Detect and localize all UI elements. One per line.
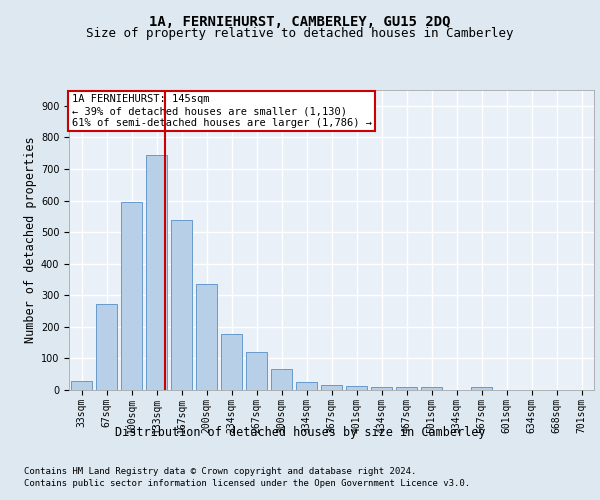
Bar [221, 334, 242, 390]
Bar [296, 382, 317, 390]
Bar [371, 387, 392, 390]
Text: Size of property relative to detached houses in Camberley: Size of property relative to detached ho… [86, 28, 514, 40]
Bar [396, 387, 417, 390]
Y-axis label: Number of detached properties: Number of detached properties [23, 136, 37, 344]
Bar [171, 220, 192, 390]
Bar [421, 387, 442, 390]
Bar [121, 202, 142, 390]
Bar [271, 368, 292, 390]
Text: Contains public sector information licensed under the Open Government Licence v3: Contains public sector information licen… [24, 480, 470, 488]
Bar [246, 352, 267, 390]
Bar [321, 386, 342, 390]
Text: 1A, FERNIEHURST, CAMBERLEY, GU15 2DQ: 1A, FERNIEHURST, CAMBERLEY, GU15 2DQ [149, 16, 451, 30]
Bar [471, 387, 492, 390]
Text: Contains HM Land Registry data © Crown copyright and database right 2024.: Contains HM Land Registry data © Crown c… [24, 466, 416, 475]
Bar [196, 284, 217, 390]
Bar [146, 154, 167, 390]
Bar [71, 382, 92, 390]
Bar [346, 386, 367, 390]
Bar [96, 304, 117, 390]
Text: Distribution of detached houses by size in Camberley: Distribution of detached houses by size … [115, 426, 485, 439]
Text: 1A FERNIEHURST: 145sqm
← 39% of detached houses are smaller (1,130)
61% of semi-: 1A FERNIEHURST: 145sqm ← 39% of detached… [71, 94, 371, 128]
